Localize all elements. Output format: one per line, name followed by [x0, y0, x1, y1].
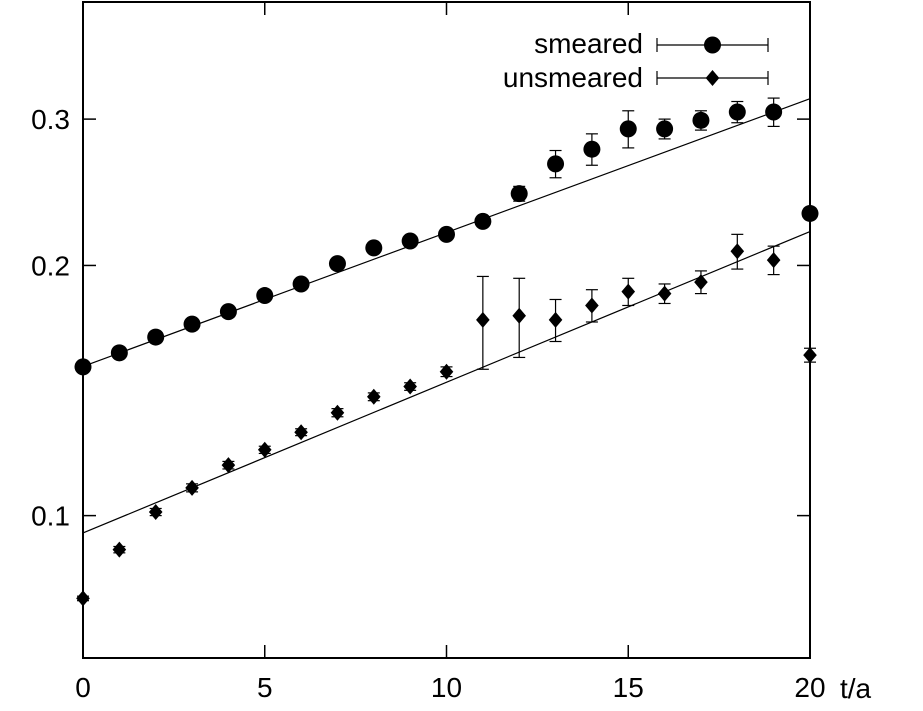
- point-unsmeared: [403, 378, 417, 395]
- legend-label-unsmeared: unsmeared: [503, 62, 643, 93]
- point-unsmeared: [439, 363, 454, 380]
- point-unsmeared: [330, 404, 345, 421]
- legend-label-smeared: smeared: [534, 28, 643, 59]
- point-unsmeared: [585, 297, 599, 314]
- point-unsmeared: [694, 274, 708, 291]
- tick-labels: 0 5 10 15 20 0.1 0.2 0.3: [31, 104, 826, 703]
- x-tick-label: 5: [257, 672, 273, 703]
- point-smeared: [401, 232, 419, 250]
- y-tick-label: 0.2: [31, 250, 70, 281]
- y-tick-label: 0.3: [31, 104, 70, 135]
- point-unsmeared: [730, 243, 745, 260]
- legend-marker-smeared: [704, 36, 721, 54]
- legend: smeared unsmeared: [503, 28, 769, 93]
- point-smeared: [110, 344, 128, 362]
- y-tick-label: 0.1: [31, 501, 70, 532]
- point-smeared: [510, 185, 528, 203]
- x-tick-label: 10: [431, 672, 462, 703]
- point-unsmeared: [621, 283, 636, 300]
- x-tick-label: 20: [794, 672, 825, 703]
- point-smeared: [438, 225, 455, 243]
- point-smeared: [765, 103, 783, 121]
- axis-ticks: [82, 2, 811, 658]
- point-smeared: [692, 111, 710, 129]
- point-smeared: [74, 358, 92, 376]
- point-unsmeared: [367, 388, 381, 405]
- error-bars: [77, 97, 816, 602]
- point-unsmeared: [112, 541, 127, 558]
- legend-marker-unsmeared: [705, 70, 720, 86]
- x-tick-label: 0: [75, 672, 91, 703]
- point-smeared: [328, 255, 346, 273]
- point-unsmeared: [185, 479, 199, 496]
- legend-key-smeared: [656, 36, 769, 54]
- point-smeared: [183, 315, 201, 333]
- point-smeared: [656, 120, 674, 138]
- point-unsmeared: [476, 311, 490, 328]
- point-unsmeared: [803, 347, 817, 364]
- data-markers: [74, 103, 819, 607]
- x-tick-label: 15: [613, 672, 644, 703]
- point-unsmeared: [548, 311, 563, 328]
- x-axis-title: t/a: [840, 673, 872, 704]
- point-smeared: [292, 275, 310, 293]
- legend-key-unsmeared: [656, 70, 769, 86]
- point-smeared: [365, 239, 383, 257]
- point-unsmeared: [76, 590, 90, 607]
- point-smeared: [147, 328, 165, 346]
- point-smeared: [256, 287, 274, 305]
- point-smeared: [801, 204, 819, 222]
- point-smeared: [619, 120, 637, 138]
- point-unsmeared: [766, 252, 781, 269]
- point-smeared: [547, 155, 565, 173]
- fit-line-unsmeared: [82, 230, 811, 534]
- point-smeared: [474, 212, 492, 230]
- point-smeared: [219, 303, 237, 321]
- point-unsmeared: [148, 504, 163, 521]
- point-smeared: [583, 140, 601, 158]
- point-unsmeared: [257, 441, 272, 458]
- legend-keys: [656, 36, 769, 86]
- point-smeared: [728, 103, 746, 121]
- point-unsmeared: [221, 457, 236, 474]
- point-unsmeared: [294, 424, 308, 441]
- point-unsmeared: [657, 285, 672, 302]
- point-unsmeared: [512, 307, 526, 324]
